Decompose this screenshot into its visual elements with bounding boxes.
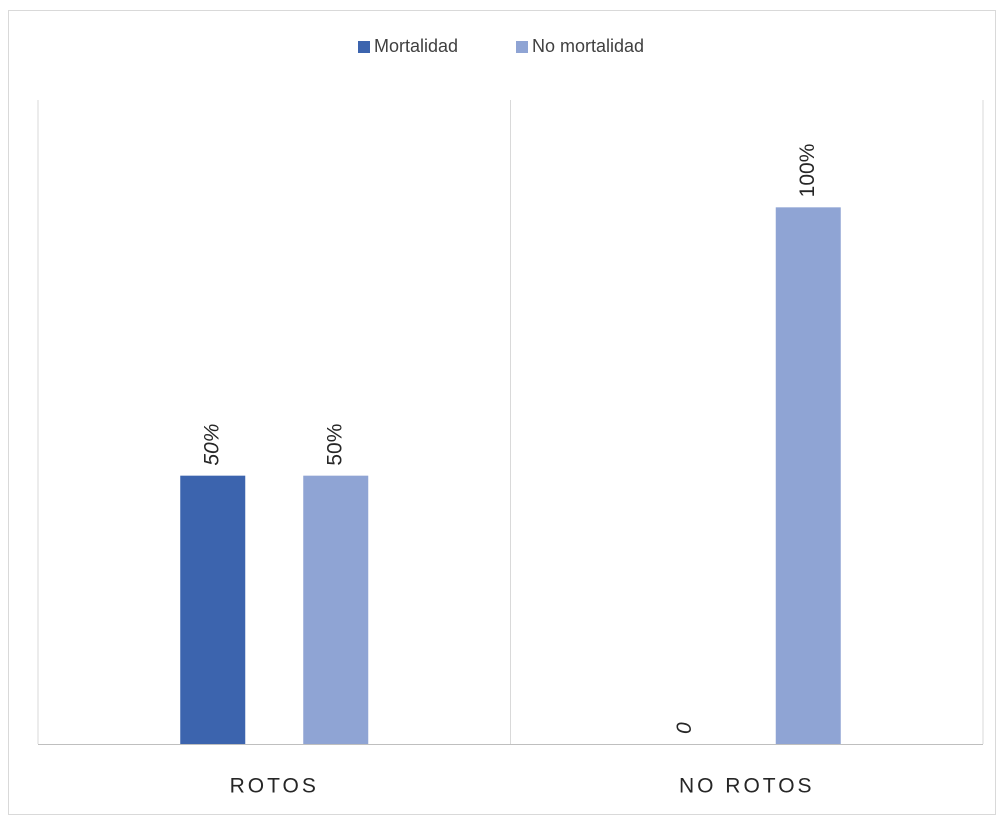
bar: [303, 475, 369, 744]
data-label: 50%: [323, 424, 346, 466]
chart-frame: [8, 10, 996, 815]
data-label: 50%: [200, 424, 223, 466]
data-label: 100%: [796, 144, 819, 198]
x-tick-label: ROTOS: [230, 775, 319, 798]
data-label: 0: [673, 722, 696, 734]
bar: [180, 475, 246, 744]
bar: [775, 207, 841, 745]
legend-label: No mortalidad: [532, 36, 644, 56]
x-tick-label: NO ROTOS: [679, 775, 815, 798]
legend-label: Mortalidad: [374, 36, 458, 56]
legend-swatch: [516, 41, 528, 53]
legend-swatch: [358, 41, 370, 53]
